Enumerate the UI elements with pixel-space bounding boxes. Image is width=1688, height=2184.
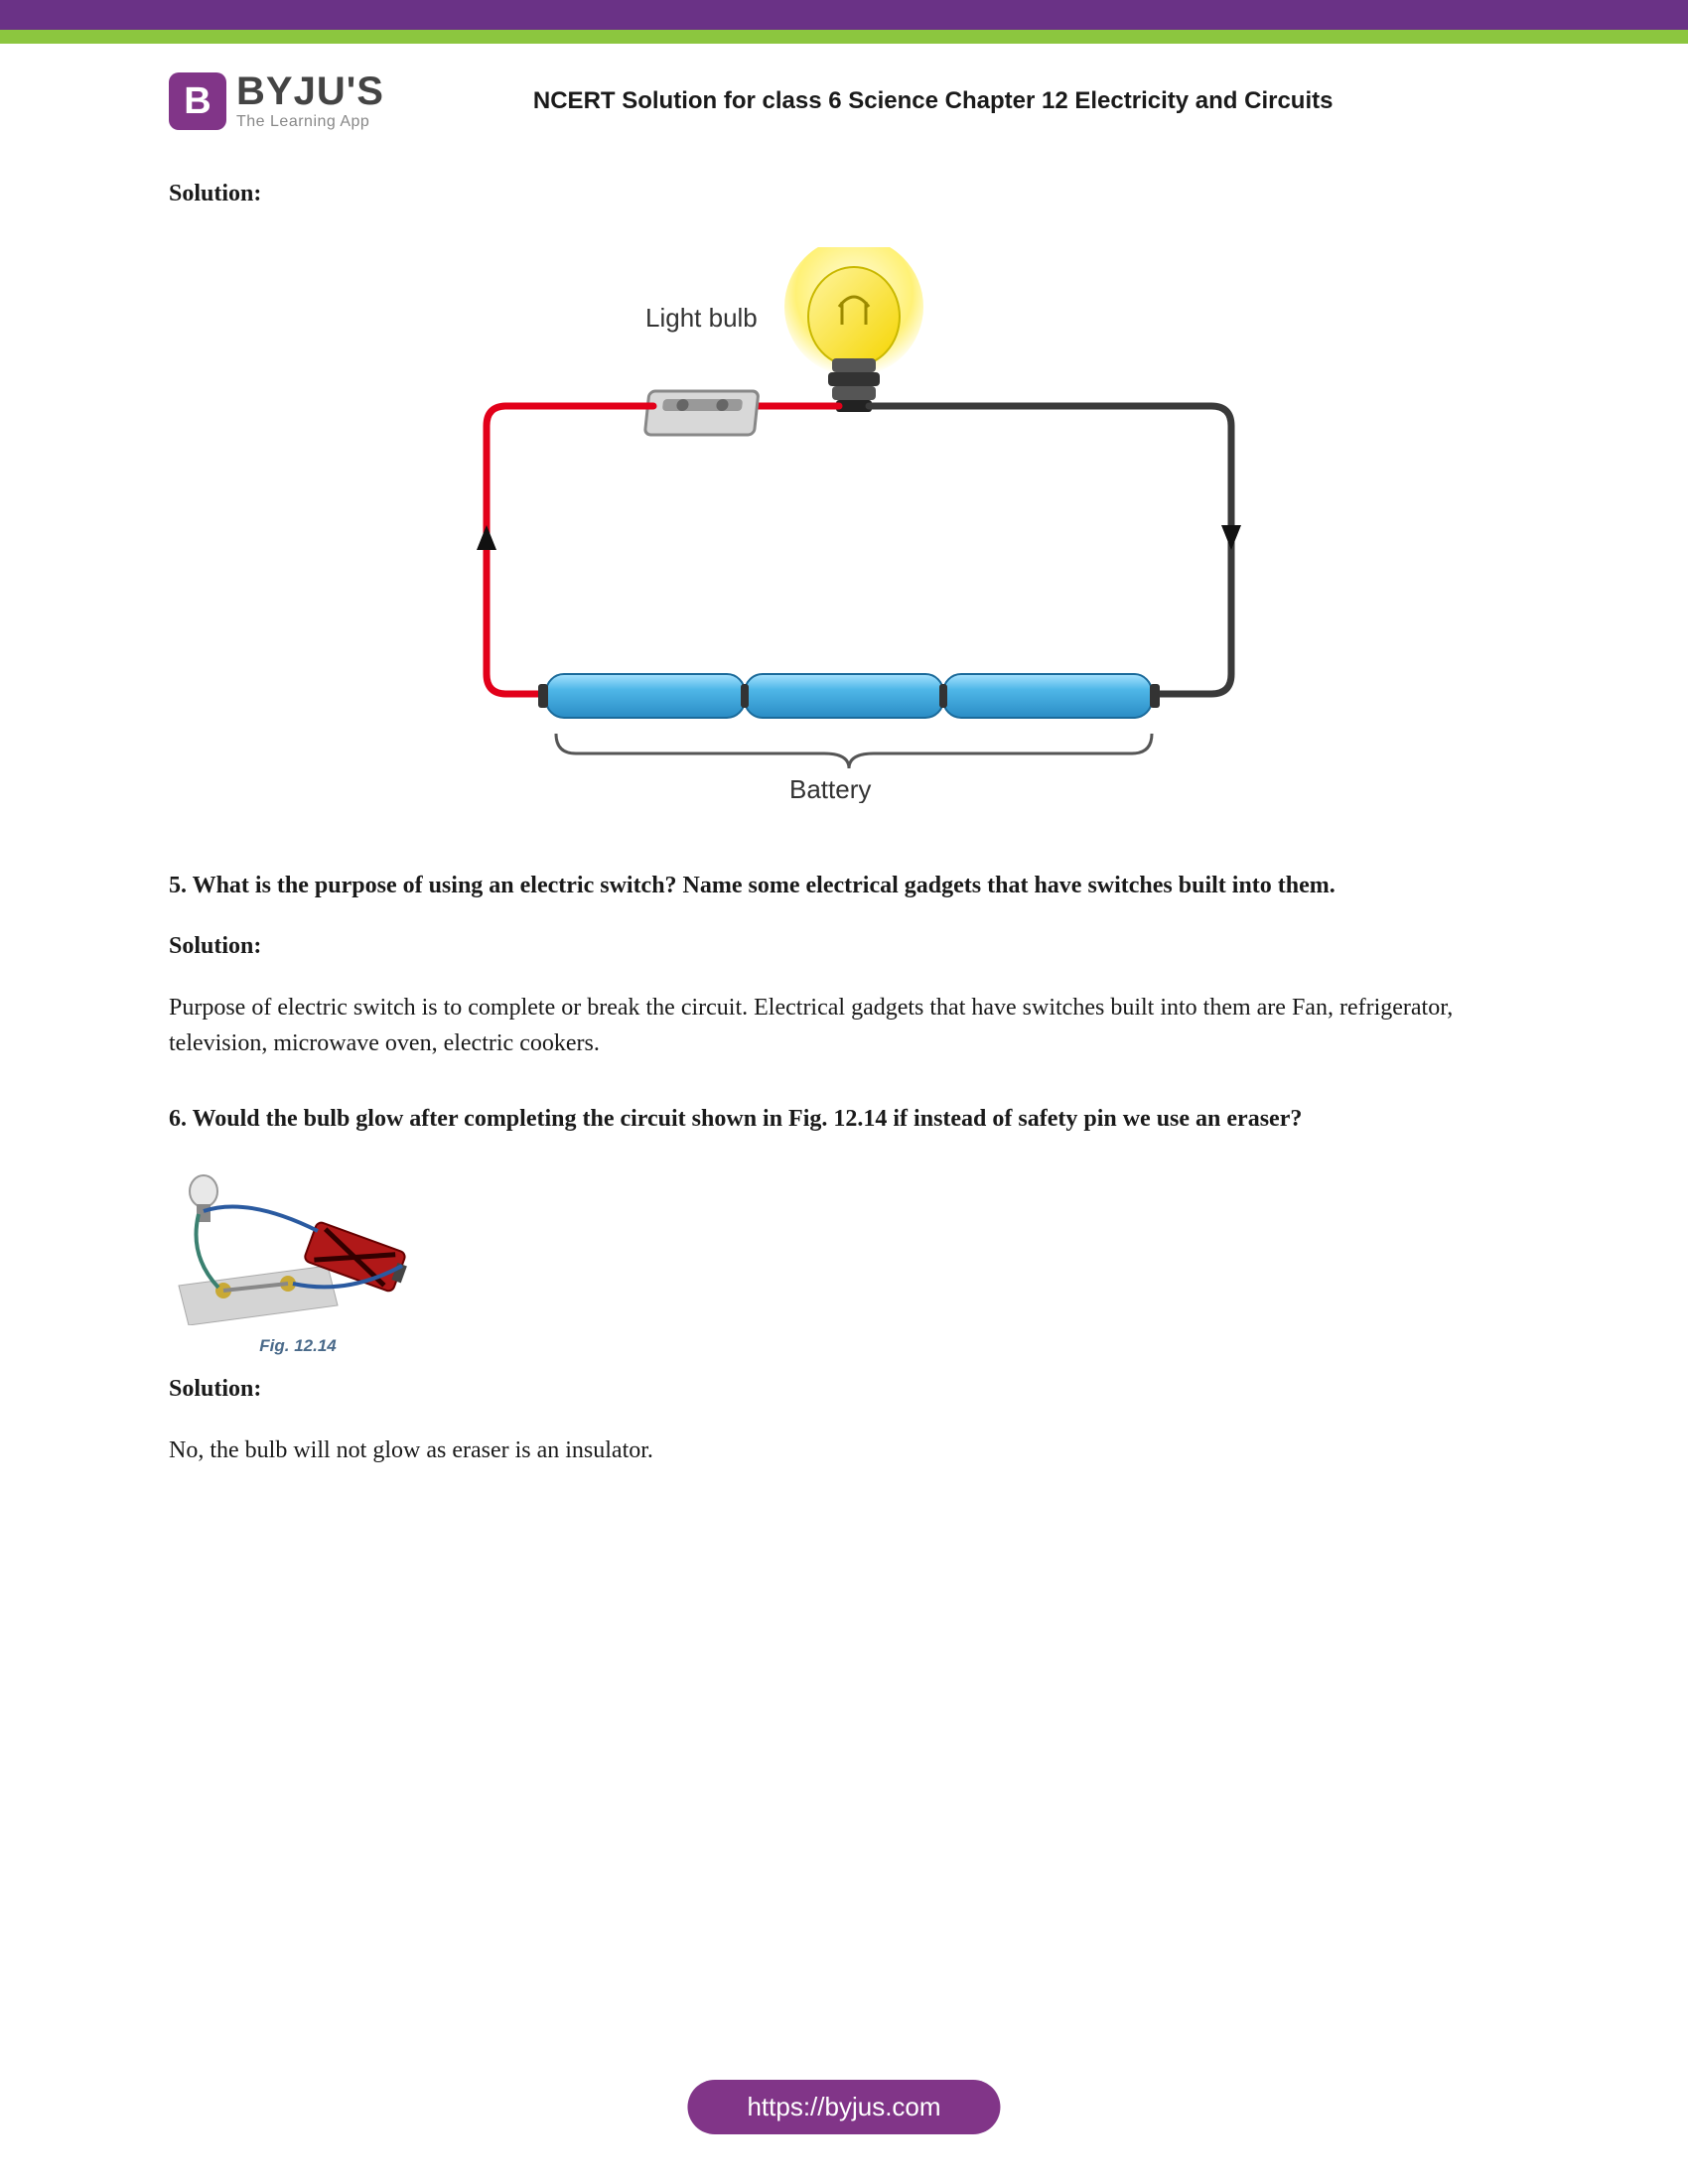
page-header: B BYJU'S The Learning App NCERT Solution… xyxy=(0,44,1688,131)
solution-label-q6: Solution: xyxy=(169,1376,1519,1403)
solution-label-top: Solution: xyxy=(169,181,1519,207)
answer-q6: No, the bulb will not glow as eraser is … xyxy=(169,1433,1519,1468)
main-content: Solution: xyxy=(0,131,1688,1468)
question-6: 6. Would the bulb glow after completing … xyxy=(169,1101,1519,1137)
page-title: NCERT Solution for class 6 Science Chapt… xyxy=(533,87,1334,115)
top-bar-green xyxy=(0,30,1688,44)
logo: B BYJU'S The Learning App xyxy=(169,71,384,131)
question-5: 5. What is the purpose of using an elect… xyxy=(169,868,1519,903)
answer-q5: Purpose of electric switch is to complet… xyxy=(169,990,1519,1061)
figure-caption: Fig. 12.14 xyxy=(169,1336,427,1356)
circuit-diagram: Light bulb xyxy=(397,247,1291,808)
brand-tagline: The Learning App xyxy=(236,113,384,131)
figure-12-14: Fig. 12.14 xyxy=(169,1166,427,1356)
battery-label: Battery xyxy=(789,774,871,803)
top-bar-purple xyxy=(0,0,1688,30)
brand-name: BYJU'S xyxy=(236,71,384,111)
logo-icon: B xyxy=(169,72,226,130)
battery-pack xyxy=(538,674,1160,718)
footer-url[interactable]: https://byjus.com xyxy=(687,2080,1000,2134)
solution-label-q5: Solution: xyxy=(169,933,1519,960)
bulb-label: Light bulb xyxy=(645,303,758,333)
